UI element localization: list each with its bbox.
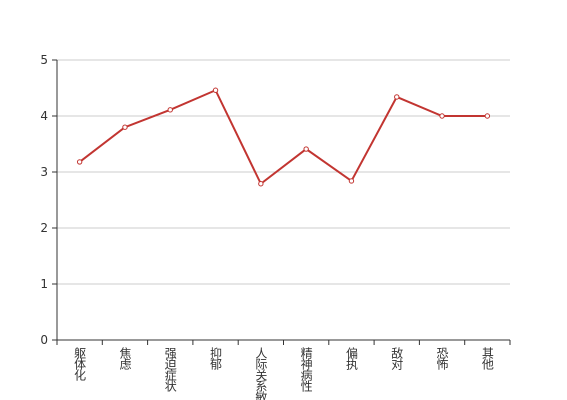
- x-tick-label: 恐怖: [435, 347, 449, 370]
- x-tick-label: 精神病性: [299, 347, 313, 393]
- y-tick-label: 5: [40, 53, 48, 67]
- point: [348, 178, 355, 184]
- line: [79, 88, 488, 186]
- point: [122, 124, 128, 130]
- y-tick-label: 0: [40, 333, 48, 347]
- y-tick-label: 1: [40, 277, 48, 291]
- y-tick-label: 4: [40, 109, 48, 123]
- x-tick-label: 敌对: [390, 346, 404, 370]
- point: [212, 87, 219, 93]
- point: [394, 94, 400, 100]
- x-tick-label: 偏执: [344, 346, 358, 371]
- x-tick-label: 躯体化: [73, 346, 87, 382]
- point: [167, 107, 173, 113]
- point: [258, 181, 264, 187]
- x-tick-label: 焦虑: [118, 347, 132, 370]
- x-tick-label: 抑郁: [209, 346, 223, 371]
- x-tick-label: 其他: [480, 347, 494, 370]
- y-tick-label: 2: [40, 221, 48, 235]
- y-tick-label: 3: [40, 165, 48, 179]
- x-tick-label: 人际关系敏感: [254, 347, 268, 400]
- point: [439, 113, 445, 119]
- point: [76, 159, 83, 165]
- x-tick-label: 强迫症状: [163, 347, 177, 392]
- point: [484, 113, 491, 119]
- point: [303, 146, 309, 152]
